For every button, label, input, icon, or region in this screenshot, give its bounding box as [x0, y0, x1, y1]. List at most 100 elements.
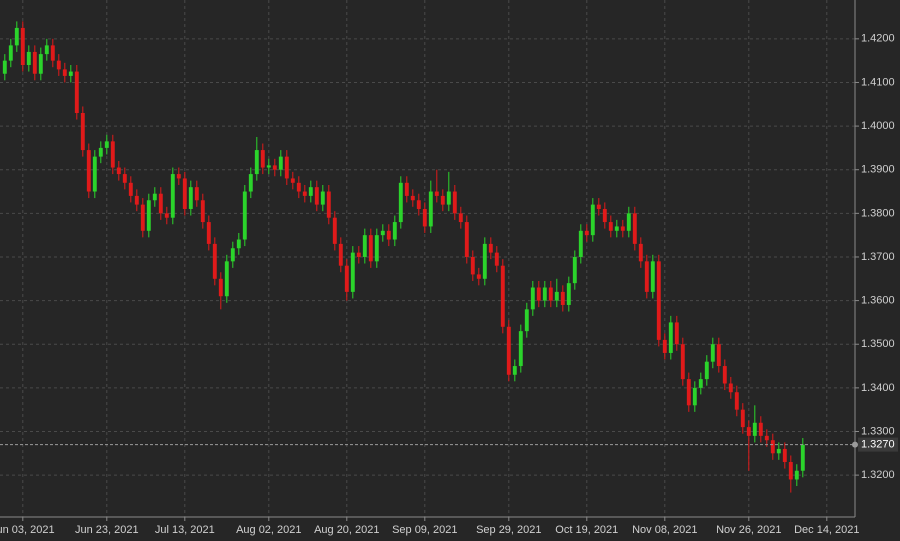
- candle-body: [248, 174, 253, 192]
- candle-body: [104, 141, 109, 148]
- x-tick-label: Sep 29, 2021: [476, 524, 541, 536]
- candle-body: [62, 69, 67, 76]
- candle-body: [674, 322, 679, 345]
- candle-body: [242, 191, 247, 240]
- y-tick-label: 1.4000: [861, 120, 895, 132]
- y-tick-label: 1.3200: [861, 469, 895, 481]
- candle-body: [128, 182, 133, 196]
- candle-body: [122, 174, 127, 183]
- candle-body: [782, 448, 787, 463]
- candle-body: [680, 344, 685, 380]
- candle-body: [32, 51, 37, 74]
- candle-body: [476, 274, 481, 279]
- candle-body: [596, 204, 601, 209]
- candle-body: [734, 392, 739, 410]
- candle-body: [722, 366, 727, 384]
- candle-body: [446, 191, 451, 205]
- candle-body: [158, 193, 163, 214]
- x-tick-label: Oct 19, 2021: [555, 524, 618, 536]
- y-tick-label: 1.3600: [861, 295, 895, 307]
- x-tick-label: Jun 23, 2021: [75, 524, 139, 536]
- candle-body: [794, 470, 799, 480]
- candle-body: [488, 243, 493, 253]
- candle-body: [584, 230, 589, 236]
- candle-body: [50, 45, 55, 61]
- candle-body: [800, 444, 805, 471]
- candle-body: [212, 243, 217, 279]
- candle-body: [614, 226, 619, 231]
- candle-body: [86, 150, 91, 192]
- y-tick-label: 1.3500: [861, 338, 895, 350]
- candle-body: [176, 174, 181, 179]
- candle-body: [590, 204, 595, 236]
- candle-body: [386, 230, 391, 240]
- candle-body: [494, 252, 499, 266]
- candle-body: [98, 147, 103, 157]
- candle-body: [776, 448, 781, 454]
- candle-body: [266, 165, 271, 168]
- candle-body: [632, 213, 637, 244]
- candle-body: [620, 226, 625, 231]
- candle-body: [302, 191, 307, 196]
- candle-body: [356, 252, 361, 257]
- candle-body: [716, 344, 721, 367]
- candle-body: [26, 51, 31, 66]
- candle-body: [452, 191, 457, 214]
- candle-body: [410, 195, 415, 201]
- candle-body: [152, 193, 157, 201]
- candle-body: [218, 278, 223, 297]
- candle-body: [542, 287, 547, 301]
- candle-body: [254, 150, 259, 175]
- candle-body: [68, 71, 73, 76]
- candle-body: [566, 283, 571, 305]
- candle-body: [464, 222, 469, 257]
- candle-body: [428, 191, 433, 227]
- candle-body: [404, 182, 409, 196]
- candle-body: [554, 291, 559, 301]
- candle-body: [704, 361, 709, 380]
- y-tick-label: 1.3400: [861, 382, 895, 394]
- candle-body: [278, 156, 283, 170]
- last-price-label: 1.3270: [861, 438, 895, 450]
- candle-body: [116, 167, 121, 175]
- candle-body: [284, 156, 289, 179]
- candle-body: [500, 265, 505, 327]
- x-tick-label: Aug 20, 2021: [314, 524, 379, 536]
- candle-body: [512, 366, 517, 375]
- candle-body: [2, 60, 7, 74]
- x-tick-label: Nov 08, 2021: [632, 524, 697, 536]
- candle-body: [392, 222, 397, 240]
- candle-body: [572, 256, 577, 284]
- candle-body: [92, 156, 97, 192]
- last-price-dot: [852, 441, 858, 448]
- candle-body: [644, 261, 649, 292]
- candle-body: [470, 256, 475, 275]
- candle-body: [752, 422, 757, 436]
- candle-body: [134, 195, 139, 205]
- candle-body: [548, 287, 553, 301]
- candle-body: [758, 422, 763, 436]
- candle-body: [296, 182, 301, 192]
- candle-body: [764, 435, 769, 441]
- candle-body: [320, 191, 325, 205]
- candle-body: [230, 248, 235, 262]
- candle-body: [332, 217, 337, 244]
- candle-body: [740, 409, 745, 428]
- candle-body: [314, 187, 319, 205]
- candle-body: [602, 208, 607, 223]
- candle-body: [20, 27, 25, 66]
- candle-body: [14, 27, 19, 46]
- candle-body: [422, 208, 427, 227]
- x-tick-label: Jul 13, 2021: [155, 524, 215, 536]
- candle-body: [236, 239, 241, 249]
- candle-body: [146, 200, 151, 231]
- y-tick-label: 1.3300: [861, 425, 895, 437]
- candle-body: [338, 243, 343, 266]
- y-tick-label: 1.3800: [861, 207, 895, 219]
- candle-body: [770, 440, 775, 454]
- candle-body: [206, 222, 211, 244]
- x-tick-label: Sep 09, 2021: [392, 524, 457, 536]
- candle-body: [434, 191, 439, 196]
- candle-body: [368, 235, 373, 262]
- candle-body: [188, 187, 193, 209]
